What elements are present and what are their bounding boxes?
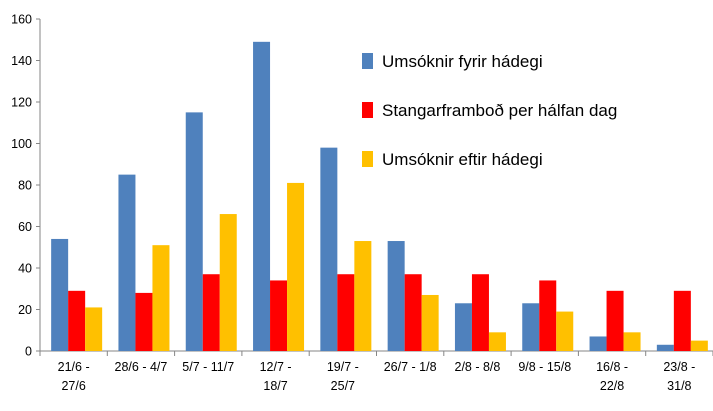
bar-1-0 [68, 290, 86, 351]
x-tick-label: 19/7 - [327, 360, 359, 374]
bar-0-0 [51, 238, 69, 351]
y-tick-label: 20 [18, 303, 32, 317]
x-tick-label: 12/7 - [260, 360, 292, 374]
legend-label: Stangarframboð per hálfan dag [382, 101, 617, 120]
bar-2-2 [219, 214, 237, 351]
bar-2-4 [354, 241, 372, 351]
y-tick-label: 60 [18, 220, 32, 234]
bar-1-9 [673, 290, 691, 351]
bar-1-7 [539, 280, 557, 351]
bar-1-6 [471, 274, 489, 351]
bar-0-1 [118, 174, 136, 351]
bar-0-2 [185, 112, 203, 351]
bar-2-5 [421, 294, 439, 351]
bar-1-5 [404, 274, 422, 351]
y-tick-label: 80 [18, 179, 32, 193]
x-tick-label: 31/8 [667, 379, 691, 393]
y-tick-label: 0 [25, 345, 32, 359]
legend-swatch [362, 102, 373, 118]
x-tick-label: 23/8 - [663, 360, 695, 374]
x-tick-label: 25/7 [331, 379, 355, 393]
bar-2-8 [623, 332, 641, 351]
legend-label: Umsóknir fyrir hádegi [382, 52, 543, 71]
bar-0-3 [253, 41, 271, 351]
bar-2-0 [85, 307, 103, 351]
bar-2-7 [556, 311, 574, 351]
bar-1-8 [606, 290, 624, 351]
x-tick-label: 21/6 - [58, 360, 90, 374]
bar-0-7 [522, 303, 540, 351]
x-tick-label: 26/7 - 1/8 [384, 360, 437, 374]
bar-0-5 [387, 241, 405, 351]
legend-label: Umsóknir eftir hádegi [382, 150, 543, 169]
x-tick-label: 22/8 [600, 379, 624, 393]
bar-0-9 [656, 344, 674, 351]
bar-0-4 [320, 147, 338, 351]
y-tick-label: 40 [18, 262, 32, 276]
bar-2-1 [152, 245, 170, 351]
bar-0-8 [589, 336, 607, 351]
x-tick-label: 28/6 - 4/7 [115, 360, 168, 374]
legend-swatch [362, 151, 373, 167]
bar-1-2 [202, 274, 220, 351]
x-tick-label: 18/7 [263, 379, 287, 393]
bar-2-9 [690, 340, 708, 351]
x-tick-label: 16/8 - [596, 360, 628, 374]
x-tick-label: 5/7 - 11/7 [182, 360, 234, 374]
bar-0-6 [454, 303, 472, 351]
bar-1-1 [135, 292, 153, 351]
y-tick-label: 160 [11, 13, 32, 27]
x-tick-label: 2/8 - 8/8 [455, 360, 501, 374]
bar-2-3 [287, 182, 305, 351]
y-tick-label: 140 [11, 54, 32, 68]
x-tick-label: 27/6 [61, 379, 85, 393]
y-tick-label: 120 [11, 96, 32, 110]
y-tick-label: 100 [11, 137, 32, 151]
bar-1-3 [270, 280, 288, 351]
bar-2-6 [488, 332, 506, 351]
bar-1-4 [337, 274, 355, 351]
x-tick-label: 9/8 - 15/8 [518, 360, 571, 374]
legend-swatch [362, 53, 373, 69]
